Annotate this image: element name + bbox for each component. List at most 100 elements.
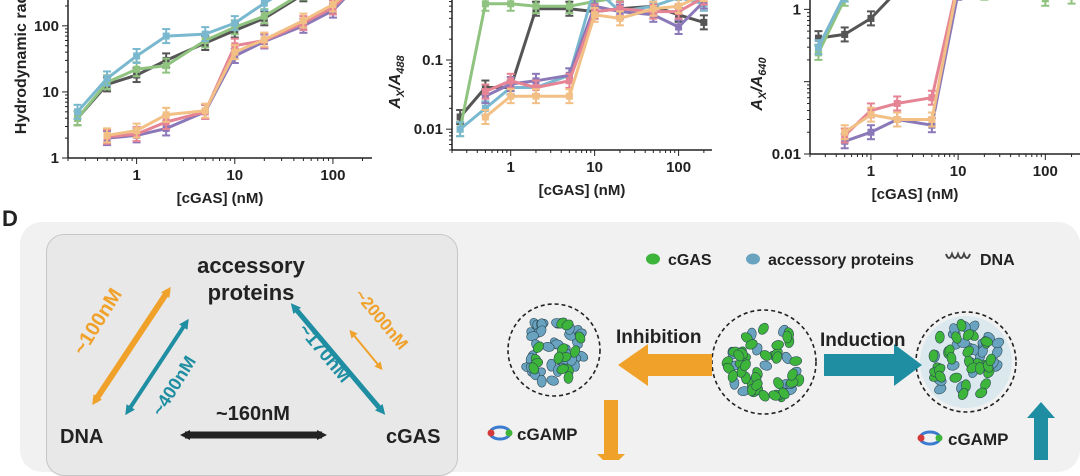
data-point: [202, 107, 209, 114]
cgas-icon: [756, 321, 770, 336]
series-line: [818, 0, 1071, 38]
cgas-icon: [771, 339, 785, 351]
inhibition-arrow: [618, 344, 712, 386]
data-point: [482, 88, 489, 95]
data-point: [133, 127, 140, 134]
data-point: [231, 20, 238, 27]
legend-cgas: cGAS: [668, 252, 712, 269]
cgas-icon: [935, 331, 945, 343]
droplet-cgas-dna: [712, 310, 816, 414]
data-point: [74, 108, 81, 115]
cgamp-icon-left: [488, 427, 513, 439]
data-point: [867, 129, 874, 136]
x-tick-label: 100: [1033, 163, 1058, 180]
data-point: [867, 111, 874, 118]
data-point: [329, 1, 336, 8]
data-point: [300, 17, 307, 24]
series-pink: [841, 0, 1076, 143]
y-axis-label: AX/A640: [749, 56, 769, 111]
data-point: [507, 0, 514, 7]
data-point: [1042, 0, 1049, 2]
x-tick-label: 1: [507, 159, 515, 176]
label-bottom-black: ~160nM: [216, 403, 290, 425]
x-tick-label: 1: [867, 163, 875, 180]
series-line: [78, 0, 333, 118]
accessory-protein-icon: [537, 375, 547, 387]
label-inhibition: Inhibition: [616, 327, 701, 348]
data-point: [261, 13, 268, 20]
data-point: [894, 100, 901, 107]
x-tick-label: 100: [320, 167, 345, 184]
data-point: [133, 66, 140, 73]
data-point: [532, 93, 539, 100]
legend-dna: DNA: [980, 252, 1015, 269]
data-point: [928, 116, 935, 123]
data-point: [507, 77, 514, 84]
series-green: [456, 0, 708, 136]
legend-accessory: accessory proteins: [768, 252, 914, 269]
triangle-arrows: ~100nM ~400nM ~170nM ~2000nM ~160nM: [0, 215, 470, 460]
series-line: [460, 0, 704, 129]
data-point: [231, 49, 238, 56]
data-point: [104, 132, 111, 139]
x-axis-label: [cGAS] (nM): [177, 190, 264, 207]
data-point: [261, 0, 268, 7]
data-point: [202, 31, 209, 38]
y-axis-label: Hydrodynamic rad: [13, 0, 30, 134]
down-arrow-left: [604, 400, 618, 460]
data-point: [867, 15, 874, 22]
data-point: [566, 77, 573, 84]
label-induction: Induction: [820, 330, 905, 351]
x-tick-label: 10: [586, 159, 603, 176]
data-point: [815, 44, 822, 51]
y-tick-label: 1: [51, 150, 59, 167]
series-line: [845, 0, 1072, 132]
up-arrow-right: [1034, 416, 1048, 460]
y-tick-label: 0.1: [422, 52, 443, 69]
data-point: [133, 52, 140, 59]
series-line: [460, 0, 704, 129]
data-point: [104, 75, 111, 82]
y-tick-label: 0.01: [772, 146, 801, 163]
series-line: [78, 0, 333, 118]
droplet-inhibited: [508, 304, 600, 396]
y-axis-label: AX/A488: [387, 54, 407, 109]
data-point: [482, 113, 489, 120]
scheme-legend: cGAS accessory proteins DNA: [640, 244, 1070, 274]
data-point: [482, 0, 489, 7]
series-line: [845, 0, 1072, 141]
data-point: [616, 15, 623, 22]
data-point: [894, 116, 901, 123]
x-axis-label: [cGAS] (nM): [539, 182, 626, 199]
data-point: [841, 31, 848, 38]
series-orange: [841, 0, 1076, 139]
series-orange: [481, 0, 707, 124]
dna-legend-icon: [946, 254, 970, 258]
label-cgamp-right: cGAMP: [948, 430, 1008, 449]
label-right-teal: ~170nM: [294, 320, 355, 387]
series-dark-gray: [456, 0, 708, 124]
data-point: [650, 5, 657, 12]
y-tick-label: 10: [42, 84, 59, 101]
x-tick-label: 1: [132, 167, 140, 184]
y-tick-label: 0.01: [414, 121, 443, 138]
data-point: [591, 11, 598, 18]
y-tick-label: 1: [793, 1, 801, 18]
data-point: [457, 126, 464, 133]
data-point: [532, 3, 539, 10]
data-point: [700, 19, 707, 26]
cgas-legend-icon: [646, 254, 660, 265]
x-tick-label: 100: [666, 159, 691, 176]
label-left-teal: ~400nM: [148, 352, 200, 419]
series-blue: [456, 0, 708, 136]
data-point: [566, 3, 573, 10]
data-point: [566, 93, 573, 100]
data-point: [163, 33, 170, 40]
data-point: [675, 23, 682, 30]
label-cgamp-left: cGAMP: [517, 425, 577, 444]
x-axis-label: [cGAS] (nM): [872, 186, 959, 203]
